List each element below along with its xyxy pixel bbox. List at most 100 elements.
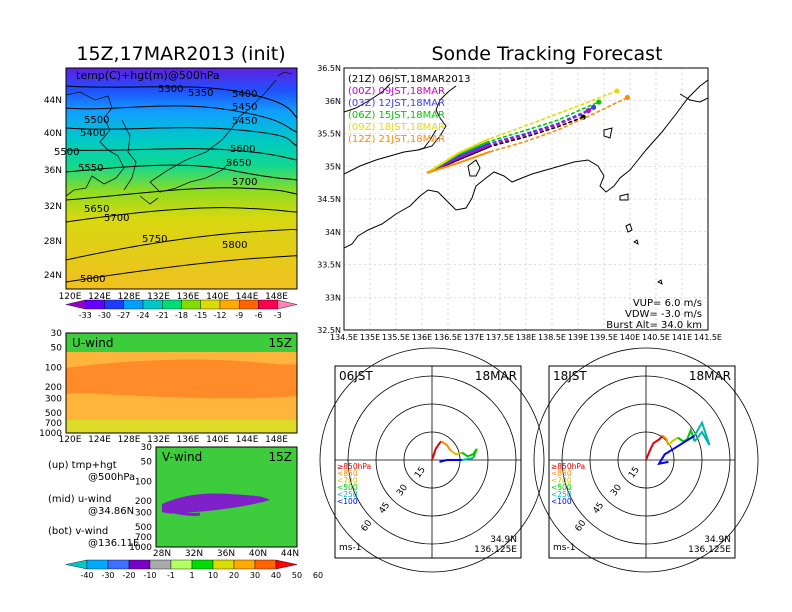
- temp-colorbar-label: -27: [117, 311, 130, 320]
- wind-colorbar-label: 1: [189, 571, 194, 580]
- legend-up-line1: (up) tmp+hgt: [48, 460, 117, 471]
- contour-label: 5650: [84, 204, 109, 215]
- lat-tick-label: 36N: [217, 549, 235, 559]
- hodograph-frame: [548, 365, 736, 559]
- param-burst: Burst Alt= 34.0 km: [606, 320, 702, 331]
- lat-tick-label: 32N: [185, 549, 203, 559]
- legend-text: (up) tmp+hgt @500hPa (mid) u-wind @34.86…: [48, 460, 139, 549]
- u-wind-title: U-wind: [72, 336, 113, 350]
- temp-colorbar-label: -6: [255, 311, 263, 320]
- map-lat-ticks: 36.5N 36N 35.5N 35N 34.5N 34N 33.5N 33N 32.5N: [317, 64, 341, 335]
- hodograph-level-label: <700: [337, 476, 358, 485]
- wind-colorbar-label: -40: [80, 571, 93, 580]
- temperature-colorbar: -33 -30 -27 -24 -21 -18 -15 -12 -9 -6 -3: [65, 299, 298, 320]
- pressure-tick-label: 1000: [39, 429, 62, 439]
- wind-colorbar-swatch: [65, 559, 88, 570]
- contour-label: 5700: [104, 213, 129, 224]
- contour-labels: 5300 5350 54005450550054005450550055505600…: [54, 84, 257, 285]
- sonde-track-ascent: [426, 150, 490, 174]
- contour-label: 5550: [78, 163, 103, 174]
- wind-colorbar-swatch: [233, 559, 256, 570]
- wind-colorbar: -40 -30 -20 -10 -1 1 10 20 30 40 50 60: [65, 559, 323, 580]
- hodograph-line: [461, 448, 478, 459]
- lon-tick-label: 144E: [236, 292, 259, 302]
- sonde-burst-point: [624, 94, 631, 101]
- hodograph-lon: 136.125E: [688, 545, 731, 555]
- param-vdw: VDW= -3.0 m/s: [625, 309, 702, 320]
- lon-tick-label: 140E: [206, 435, 229, 445]
- temperature-field: [66, 68, 297, 289]
- map-legend-entry: (06Z) 15JST,18MAR: [348, 110, 445, 121]
- hodograph-level-label: <500: [337, 483, 358, 492]
- contour-label: 5300: [158, 84, 183, 95]
- contour-label: 5450: [232, 102, 257, 113]
- hodograph-level-label: <250: [337, 490, 358, 499]
- lat-tick-label: 28N: [153, 549, 171, 559]
- map-lat-tick-label: 36.5N: [317, 64, 341, 73]
- lon-tick-label: 128E: [118, 435, 141, 445]
- lon-tick-label: 136E: [177, 292, 200, 302]
- map-lat-tick-label: 34.5N: [317, 195, 341, 204]
- wind-colorbar-swatch: [149, 559, 172, 570]
- temp-colorbar-label: -18: [175, 311, 188, 320]
- sonde-track-line: [426, 116, 584, 174]
- temp-colorbar-swatch: [200, 299, 221, 310]
- left-top-title: 15Z,17MAR2013 (init): [76, 43, 285, 65]
- wind-colorbar-label: 40: [271, 571, 281, 580]
- wind-colorbar-label: 50: [292, 571, 302, 580]
- hodograph-unit: ms-1: [339, 543, 361, 553]
- map-lat-tick-label: 36N: [325, 97, 341, 106]
- lon-tick-label: 124E: [88, 292, 111, 302]
- temp-colorbar-label: -9: [235, 311, 243, 320]
- temp-colorbar-swatch: [239, 299, 259, 310]
- pressure-tick-label: 100: [45, 363, 62, 373]
- map-lon-tick-label: 135E: [360, 333, 380, 342]
- temp-colorbar-label: -12: [213, 311, 226, 320]
- map-lat-tick-label: 35N: [325, 162, 341, 171]
- left-top-panel: 15Z,17MAR2013 (init) temp(C)+hgt(m)@500h…: [44, 43, 298, 302]
- hodograph-ring: [533, 347, 759, 573]
- temp-colorbar-label: -15: [194, 311, 207, 320]
- temp-colorbar-swatch: [258, 299, 278, 310]
- legend-mid-line2: @34.86N: [88, 506, 134, 517]
- hodograph-level-label: <700: [551, 476, 572, 485]
- pressure-tick-label: 30: [141, 443, 153, 453]
- hodograph-line: [450, 449, 463, 456]
- map-lat-tick-label: 32.5N: [317, 326, 341, 335]
- v-wind-title: V-wind: [162, 450, 202, 464]
- map-lon-tick-label: 138E: [516, 333, 536, 342]
- map-lon-tick-label: 138.5E: [538, 333, 566, 342]
- hodograph-level-label: <250: [551, 490, 572, 499]
- wind-colorbar-label: -20: [122, 571, 135, 580]
- left-top-lat-ticks: 44N 40N 36N 32N 28N 24N: [44, 96, 62, 281]
- v-wind-lat-ticks: 28N 32N 36N 40N 44N: [153, 549, 299, 559]
- hodograph-line: [440, 440, 452, 452]
- sonde-burst-point: [591, 104, 597, 110]
- lat-tick-label: 24N: [44, 271, 62, 281]
- map-lat-tick-label: 34N: [325, 228, 341, 237]
- lat-tick-label: 40N: [44, 129, 62, 139]
- v-wind-time: 15Z: [269, 450, 293, 464]
- hodograph-level-label: <850: [551, 469, 572, 478]
- map-lat-tick-label: 33N: [325, 293, 341, 302]
- temp-colorbar-swatch: [219, 299, 240, 310]
- hodograph-line: [693, 420, 711, 446]
- v-wind-tail: [161, 508, 201, 516]
- wind-colorbar-swatch: [254, 559, 277, 570]
- v-wind-core: [162, 493, 270, 514]
- map-lon-tick-label: 140.5E: [642, 333, 670, 342]
- lon-tick-label: 120E: [59, 292, 82, 302]
- sonde-track-ascent: [426, 137, 491, 174]
- map-lon-tick-label: 136E: [412, 333, 432, 342]
- temp-colorbar-label: -33: [79, 311, 92, 320]
- contour-label: 5500: [84, 115, 109, 126]
- hodograph-date: 18MAR: [475, 369, 517, 383]
- map-legend: (21Z) 06JST,18MAR2013(00Z) 09JST,18MAR(0…: [348, 74, 470, 145]
- pressure-tick-label: 200: [135, 497, 152, 507]
- lat-tick-label: 40N: [249, 549, 267, 559]
- temp-colorbar-swatch: [85, 299, 105, 310]
